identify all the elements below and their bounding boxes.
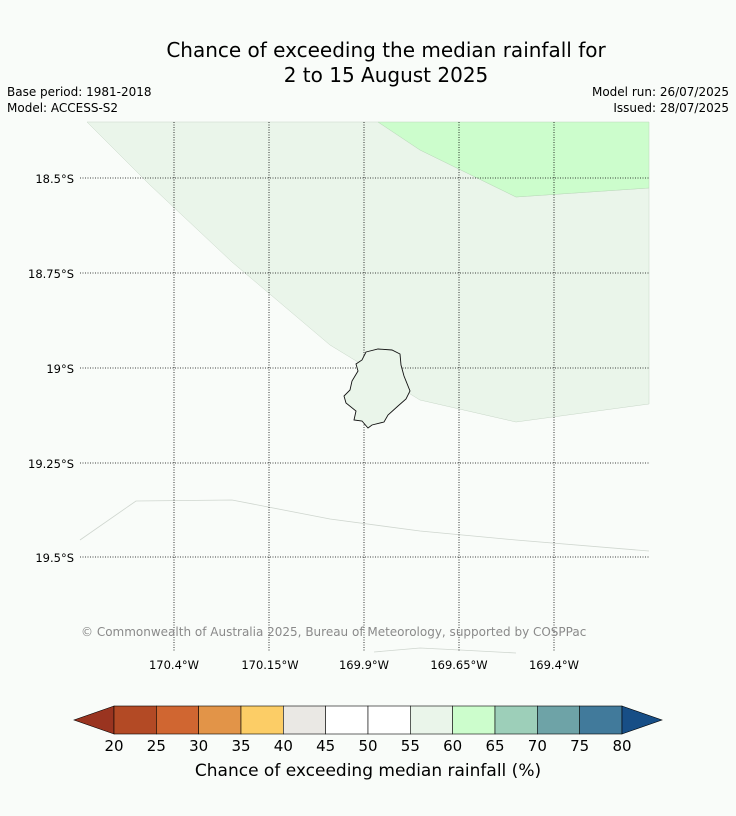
colorbar-tick-label: 30 bbox=[189, 737, 209, 755]
colorbar-tick-label: 70 bbox=[527, 737, 547, 755]
meta-left: Base period: 1981-2018 Model: ACCESS-S2 bbox=[7, 84, 152, 116]
colorbar-tick-label: 25 bbox=[146, 737, 166, 755]
colorbar-segment bbox=[156, 705, 199, 735]
colorbar-segment bbox=[537, 705, 580, 735]
lon-label-3: 169.9°W bbox=[339, 658, 389, 672]
island-outline bbox=[343, 348, 411, 429]
model-name: Model: ACCESS-S2 bbox=[7, 101, 119, 115]
colorbar-segment bbox=[410, 705, 453, 735]
colorbar-segment bbox=[579, 705, 623, 735]
colorbar-segment bbox=[240, 705, 284, 735]
lat-label-2: 18.75°S bbox=[28, 267, 74, 281]
colorbar-tick-label: 80 bbox=[612, 737, 632, 755]
lat-label-3: 19°S bbox=[46, 362, 74, 376]
colorbar-title: Chance of exceeding median rainfall (%) bbox=[194, 761, 542, 781]
colorbar-over-triangle bbox=[621, 705, 663, 735]
issued-date: Issued: 28/07/2025 bbox=[613, 101, 729, 115]
lon-label-5: 169.4°W bbox=[529, 658, 579, 672]
lon-label-2: 170.15°W bbox=[241, 658, 298, 672]
title-line-1: Chance of exceeding the median rainfall … bbox=[166, 38, 606, 62]
map-title: Chance of exceeding the median rainfall … bbox=[0, 38, 736, 88]
colorbar-tick-label: 75 bbox=[570, 737, 590, 755]
colorbar-tick-label: 20 bbox=[104, 737, 124, 755]
colorbar-tick-label: 35 bbox=[231, 737, 251, 755]
colorbar-under-triangle bbox=[73, 705, 115, 735]
colorbar-segment bbox=[494, 705, 538, 735]
meta-right: Model run: 26/07/2025 Issued: 28/07/2025 bbox=[592, 84, 729, 116]
model-run: Model run: 26/07/2025 bbox=[591, 85, 729, 99]
copyright-notice: © Commonwealth of Australia 2025, Bureau… bbox=[81, 625, 587, 639]
lon-label-4: 169.65°W bbox=[430, 658, 487, 672]
colorbar-segment bbox=[283, 705, 326, 735]
title-line-2: 2 to 15 August 2025 bbox=[283, 63, 489, 87]
contour-line-bottom bbox=[373, 647, 517, 654]
contour-line bbox=[79, 499, 650, 552]
base-period: Base period: 1981-2018 bbox=[7, 85, 152, 99]
colorbar-segment bbox=[198, 705, 242, 735]
lat-label-4: 19.25°S bbox=[28, 457, 74, 471]
colorbar-tick-label: 65 bbox=[485, 737, 505, 755]
colorbar-segment bbox=[325, 705, 369, 735]
colorbar-tick-label: 55 bbox=[400, 737, 420, 755]
lat-label-1: 18.5°S bbox=[35, 172, 74, 186]
colorbar-tick-label: 50 bbox=[358, 737, 378, 755]
region-60-65 bbox=[377, 121, 650, 198]
colorbar-tick-label: 40 bbox=[273, 737, 293, 755]
colorbar-segment bbox=[113, 705, 157, 735]
colorbar-tick-label: 45 bbox=[316, 737, 336, 755]
colorbar-segment bbox=[452, 705, 496, 735]
lon-label-1: 170.4°W bbox=[149, 658, 199, 672]
colorbar-segment bbox=[367, 705, 411, 735]
lat-label-5: 19.5°S bbox=[35, 551, 74, 565]
colorbar-tick-label: 60 bbox=[443, 737, 463, 755]
